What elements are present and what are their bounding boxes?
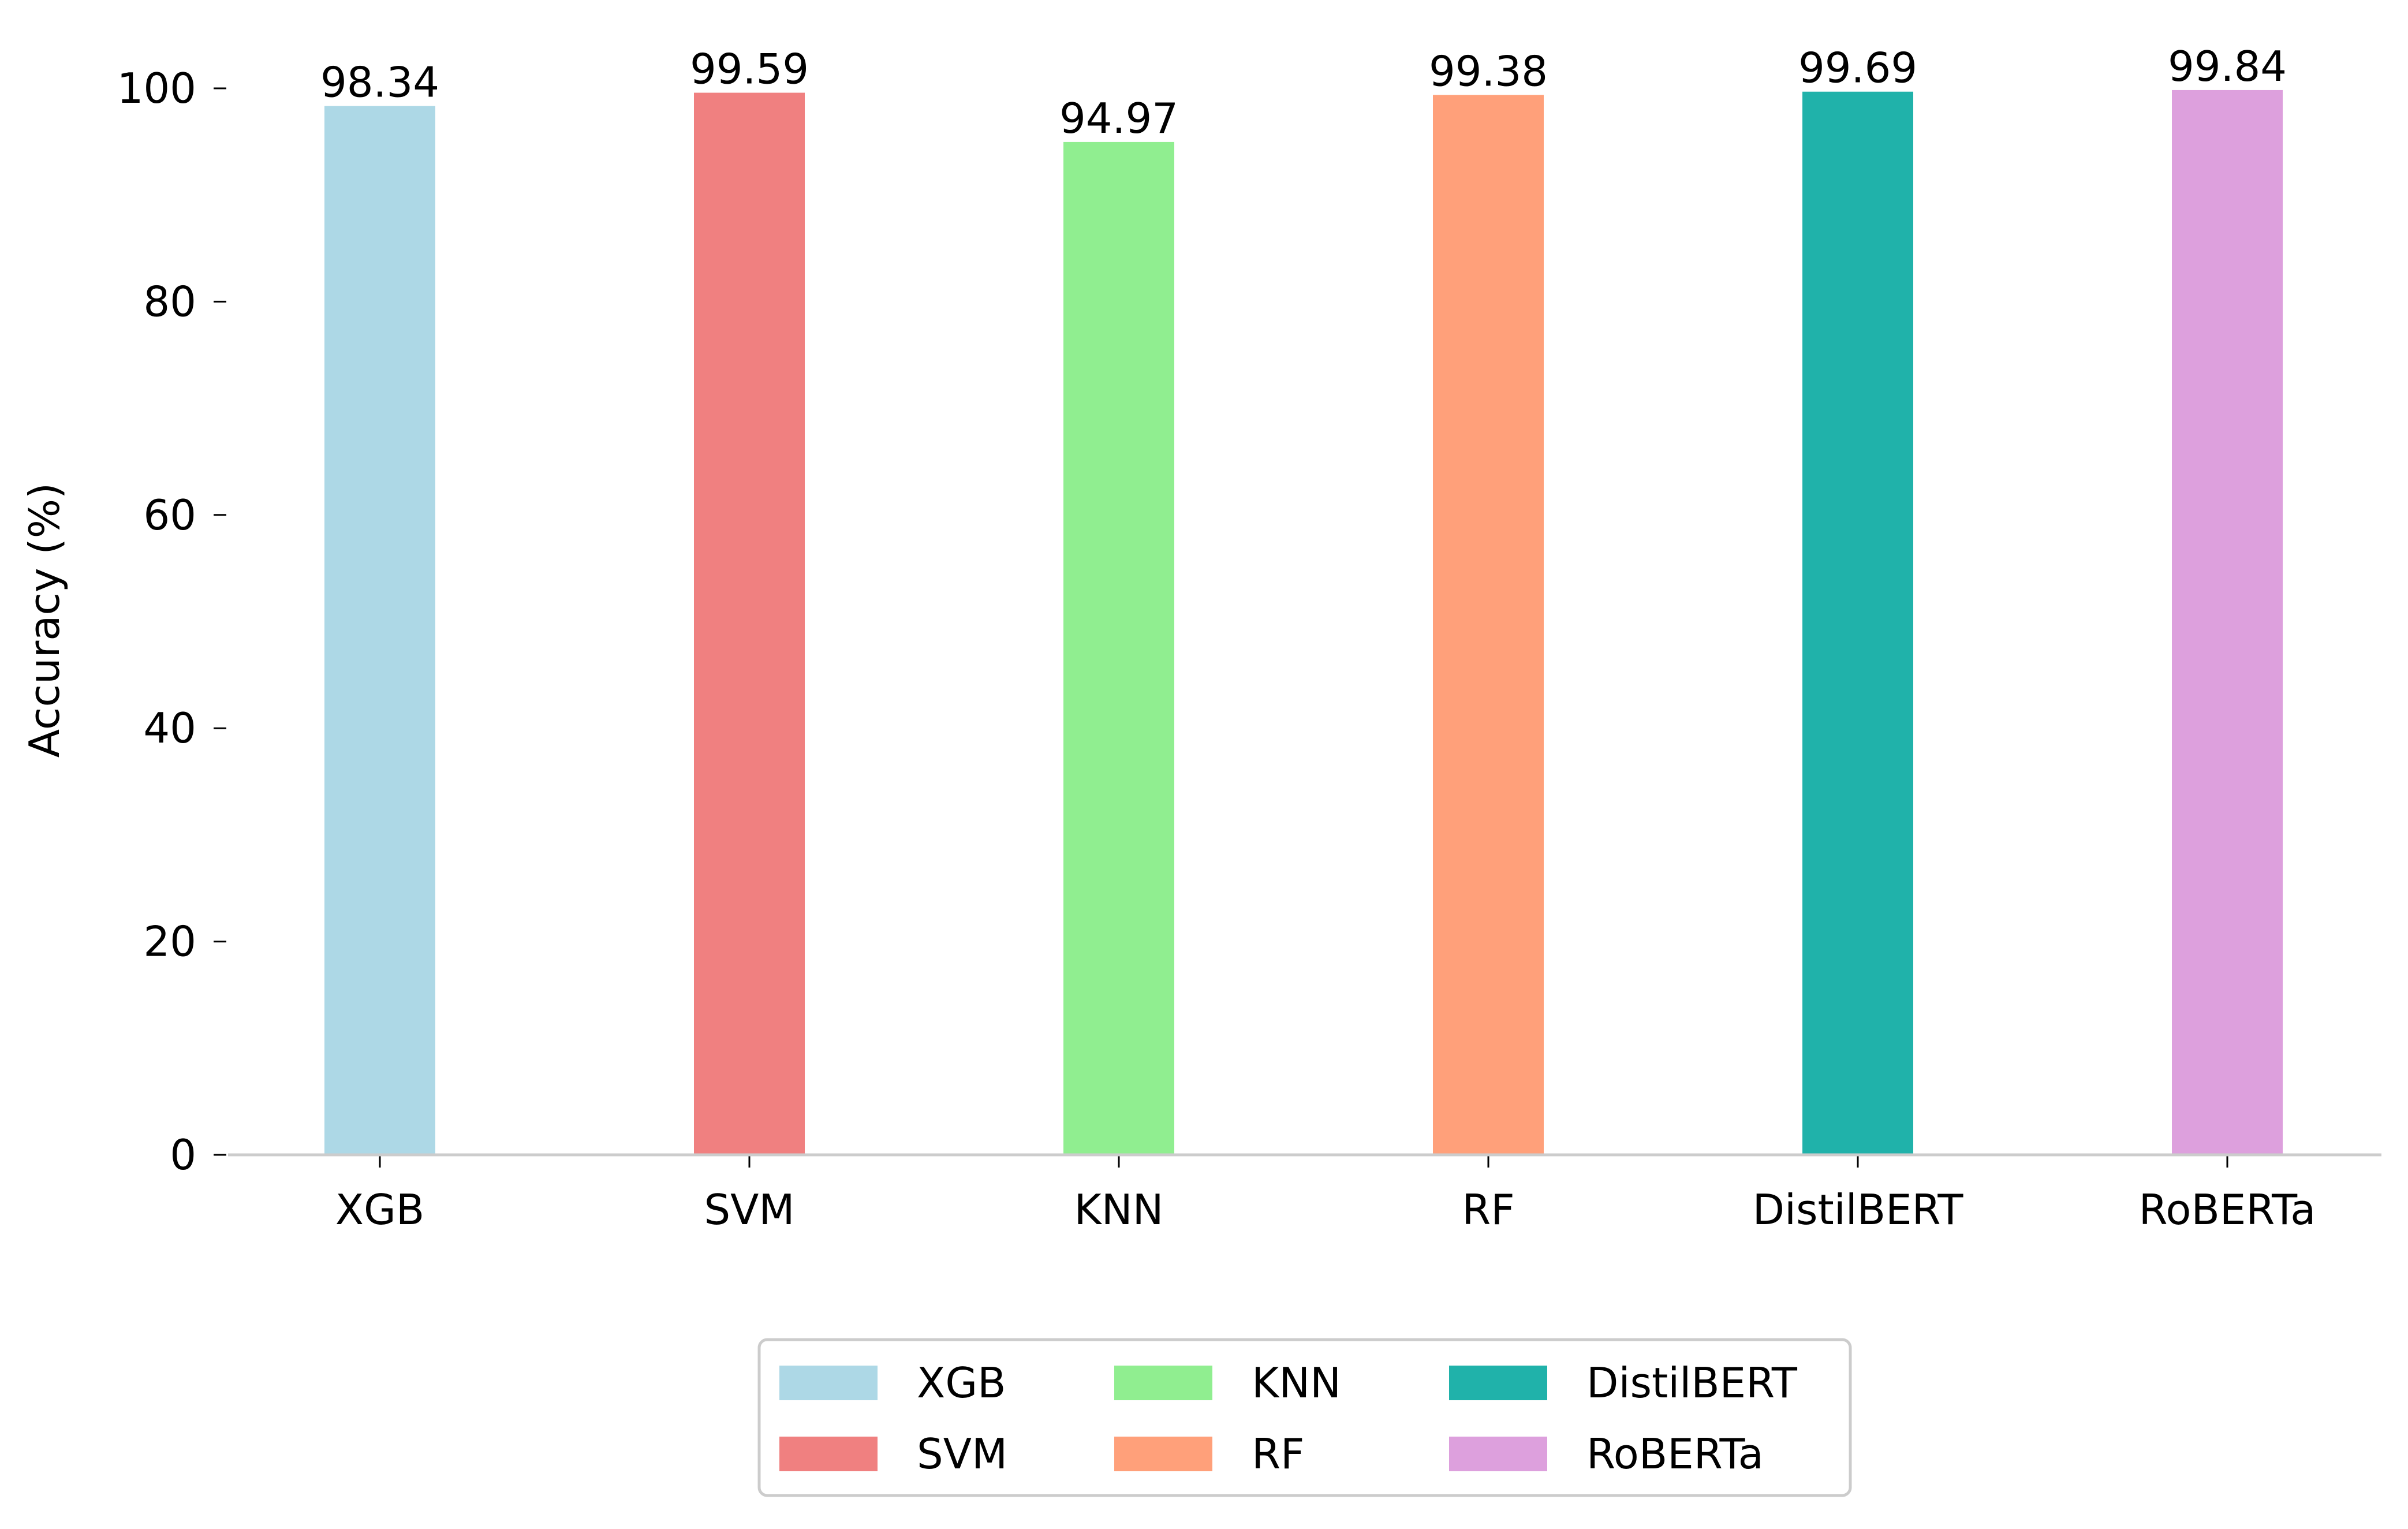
legend-label-rf: RF [1252,1430,1304,1478]
legend-swatch-roberta [1449,1437,1547,1471]
bar-distilbert [1802,91,1913,1155]
legend-label-knn: KNN [1252,1359,1341,1407]
bar-rf [1433,95,1544,1155]
y-tick-label-20: 20 [143,918,196,966]
legend-swatch-knn [1114,1366,1212,1400]
bar-knn [1063,141,1174,1155]
x-tick-label-knn: KNN [1074,1185,1164,1234]
legend-swatch-xgb [779,1366,878,1400]
axes: XGB SVM KNN RF DistilBERT RoBERTa 0 20 40 60 80 100 [117,64,2381,1234]
value-label-xgb: 98.34 [320,58,439,107]
x-tick-label-rf: RF [1462,1185,1514,1234]
x-tick-label-distilbert: DistilBERT [1753,1185,1964,1234]
legend-label-roberta: RoBERTa [1586,1430,1764,1478]
bar-xgb [324,106,435,1155]
y-tick-label-100: 100 [117,64,196,113]
x-tick-label-xgb: XGB [335,1185,425,1234]
y-tick-label-40: 40 [143,704,196,752]
legend-label-svm: SVM [917,1430,1007,1478]
value-label-roberta: 99.84 [2168,42,2287,91]
value-label-distilbert: 99.69 [1798,44,1917,92]
legend-swatch-distilbert [1449,1366,1547,1400]
y-tick-label-0: 0 [170,1131,196,1179]
x-tick-label-svm: SVM [704,1185,794,1234]
x-tick-label-roberta: RoBERTa [2139,1185,2316,1234]
value-label-knn: 94.97 [1059,94,1178,143]
legend: XGB SVM KNN RF DistilBERT RoBERTa [757,1338,1852,1497]
legend-swatch-svm [779,1437,878,1471]
legend-box [757,1338,1852,1497]
bar-svm [694,92,805,1155]
value-label-rf: 99.38 [1429,47,1548,95]
plot-area: 98.34 99.59 94.97 99.38 99.69 99.84 [320,42,2287,1155]
value-label-svm: 99.59 [690,45,809,94]
y-tick-label-60: 60 [143,491,196,539]
bar-roberta [2172,89,2283,1155]
y-tick-label-80: 80 [143,277,196,326]
legend-swatch-rf [1114,1437,1212,1471]
y-axis-label: Accuracy (%) [20,483,69,758]
legend-label-distilbert: DistilBERT [1586,1359,1798,1407]
legend-label-xgb: XGB [917,1359,1006,1407]
